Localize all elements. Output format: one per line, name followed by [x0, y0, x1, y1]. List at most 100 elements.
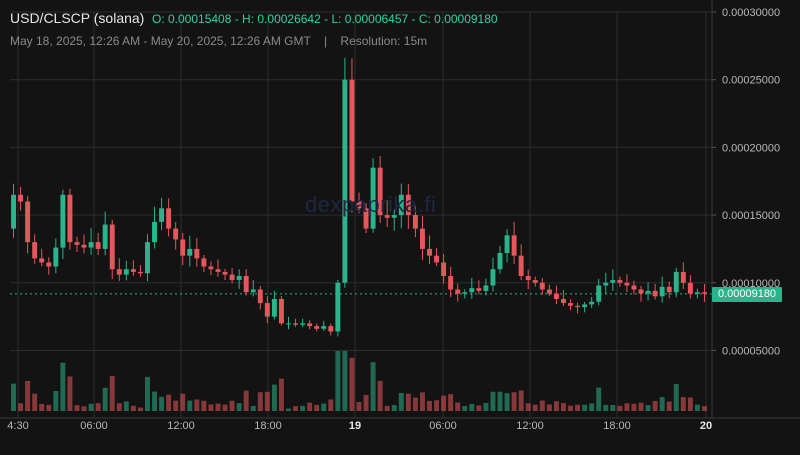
- volume-bars: [11, 351, 707, 411]
- volume-bar: [180, 393, 186, 411]
- candle-body: [257, 289, 263, 304]
- volume-bar: [173, 400, 179, 411]
- candle-body: [342, 79, 348, 283]
- candle-body: [589, 301, 595, 305]
- candle-body: [250, 289, 256, 293]
- time-axis-label: 18:00: [603, 420, 631, 432]
- candle-body: [363, 208, 369, 229]
- volume-bar: [638, 402, 644, 411]
- volume-bar: [250, 405, 256, 411]
- volume-bar: [25, 380, 31, 411]
- volume-bar: [441, 395, 447, 411]
- candle-body: [582, 304, 588, 308]
- volume-bar: [32, 393, 38, 411]
- candle-body: [518, 255, 524, 276]
- candle-body: [137, 271, 143, 274]
- candle-body: [497, 252, 503, 270]
- symbol-title: USD/CLSCP (solana): [10, 10, 145, 26]
- candle-body: [152, 221, 158, 243]
- volume-bar: [236, 403, 242, 411]
- volume-bar: [356, 401, 362, 411]
- volume-bar: [483, 402, 489, 411]
- volume-bar: [187, 400, 193, 411]
- volume-bar: [271, 384, 277, 411]
- volume-bar: [67, 376, 73, 411]
- candle-body: [300, 323, 306, 325]
- volume-bar: [687, 397, 693, 411]
- time-axis-label: 06:00: [429, 420, 457, 432]
- candle-body: [568, 303, 573, 306]
- volume-bar: [286, 408, 291, 411]
- title-line: USD/CLSCP (solana) O: 0.00015408 - H: 0.…: [10, 10, 498, 26]
- candle-body: [130, 269, 136, 272]
- candle-body: [145, 242, 150, 274]
- volume-bar: [405, 393, 411, 411]
- candle-body: [462, 292, 468, 294]
- candle-body: [194, 248, 200, 259]
- volume-bar: [525, 403, 531, 411]
- volume-bar: [278, 378, 284, 411]
- candles: [11, 57, 707, 337]
- volume-bar: [702, 406, 707, 411]
- candle-body: [222, 271, 228, 275]
- time-axis-label: 12:00: [167, 420, 195, 432]
- candle-body: [694, 292, 700, 294]
- candle-body: [18, 194, 24, 202]
- volume-bar: [631, 403, 637, 411]
- volume-bar: [419, 392, 425, 411]
- candle-body: [504, 235, 510, 253]
- volume-bar: [18, 403, 24, 411]
- candle-body: [638, 289, 644, 294]
- date-range: May 18, 2025, 12:26 AM - May 20, 2025, 1…: [10, 34, 311, 48]
- volume-bar: [532, 404, 538, 411]
- candle-body: [32, 242, 38, 259]
- volume-bar: [88, 403, 94, 411]
- candle-body: [88, 242, 94, 248]
- volume-bar: [243, 390, 249, 411]
- candle-body: [575, 305, 581, 308]
- volume-bar: [575, 404, 581, 411]
- volume-bar: [490, 391, 496, 411]
- candle-body: [349, 79, 355, 202]
- range-line: May 18, 2025, 12:26 AM - May 20, 2025, 1…: [10, 34, 498, 48]
- volume-bar: [300, 405, 306, 411]
- volume-bar: [46, 404, 52, 411]
- candle-body: [81, 244, 87, 248]
- volume-bar: [384, 405, 390, 411]
- candle-body: [680, 271, 686, 283]
- candle-body: [511, 235, 517, 256]
- candle-body: [166, 208, 172, 229]
- candle-body: [236, 275, 242, 281]
- candle-body: [11, 194, 16, 229]
- candle-body: [525, 275, 531, 281]
- candle-body: [229, 274, 235, 281]
- volume-bar: [102, 387, 108, 411]
- volume-bar: [293, 406, 299, 411]
- candle-body: [455, 289, 461, 294]
- price-axis-label: 0.00030000: [722, 7, 780, 19]
- candle-body: [412, 215, 418, 229]
- candle-body: [201, 258, 207, 267]
- candle-body: [553, 293, 559, 300]
- volume-bar: [398, 392, 404, 411]
- volume-bar: [95, 403, 101, 411]
- volume-bar: [328, 399, 334, 411]
- candle-body: [215, 269, 221, 272]
- candle-body: [659, 286, 665, 297]
- volume-bar: [39, 403, 45, 411]
- volume-bar: [504, 393, 510, 411]
- candle-body: [624, 282, 630, 286]
- volume-bar: [335, 351, 341, 411]
- volume-bar: [603, 404, 609, 411]
- volume-bar: [53, 390, 59, 411]
- candle-body: [702, 292, 707, 294]
- candle-body: [278, 299, 284, 324]
- candle-body: [398, 194, 404, 216]
- volume-bar: [546, 404, 552, 411]
- candle-body: [25, 201, 31, 243]
- candle-body: [208, 266, 214, 270]
- candle-body: [314, 326, 320, 329]
- candle-body: [60, 194, 66, 248]
